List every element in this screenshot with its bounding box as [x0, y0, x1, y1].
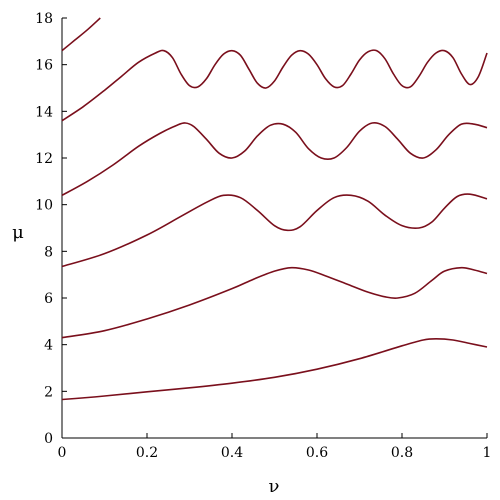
- y-axis-label: μ: [12, 222, 24, 243]
- x-tick-label: 0.4: [221, 445, 243, 461]
- y-tick-label: 4: [44, 338, 53, 354]
- y-tick-label: 14: [35, 104, 53, 120]
- y-tick-label: 2: [44, 384, 53, 400]
- curve-line-6: [61, 17, 101, 52]
- x-axis-label: ν: [269, 476, 280, 497]
- y-tick-label: 8: [44, 244, 53, 260]
- x-tick-label: 0.2: [136, 445, 158, 461]
- curve-line-5: [61, 49, 488, 122]
- y-tick-label: 6: [44, 291, 53, 307]
- y-tick-label: 0: [44, 431, 53, 447]
- y-tick-label: 10: [35, 198, 53, 214]
- curve-line-1: [61, 338, 488, 401]
- x-tick-label: 0.8: [391, 445, 413, 461]
- y-tick-label: 12: [35, 151, 53, 167]
- y-ticks: 0 2 4 6 8 10 12 14 16 18: [35, 11, 67, 447]
- x-tick-label: 0: [58, 445, 67, 461]
- curve-line-4: [61, 122, 488, 197]
- curve-line-3: [61, 193, 488, 268]
- y-tick-label: 16: [35, 58, 53, 74]
- y-tick-label: 18: [35, 11, 53, 27]
- x-ticks: 0 0.2 0.4 0.6 0.8 1: [58, 433, 492, 461]
- curve-line-2: [61, 266, 488, 339]
- x-tick-label: 1: [483, 445, 492, 461]
- x-tick-label: 0.6: [306, 445, 328, 461]
- curves: [61, 17, 488, 401]
